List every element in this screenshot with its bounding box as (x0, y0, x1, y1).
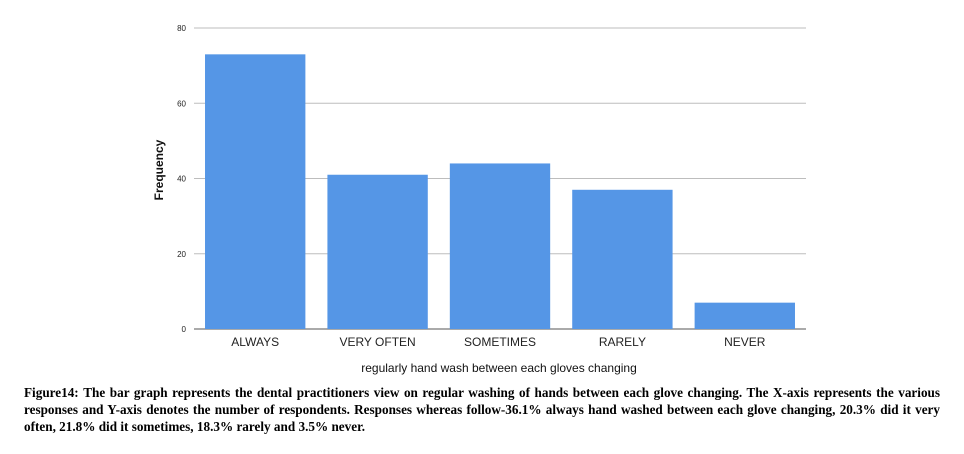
y-tick-label: 40 (177, 175, 186, 184)
x-tick-label: NEVER (724, 335, 766, 349)
figure-caption: Figure14: The bar graph represents the d… (24, 384, 940, 435)
bar-chart: 0 20 40 60 80 ALWAYS VERY OFTEN SOMETIMES RAREL… (152, 24, 806, 375)
y-tick-label: 60 (177, 99, 186, 108)
bar-very-often (327, 174, 428, 329)
bar-never (694, 302, 795, 329)
caption-text: The bar graph represents the dental prac… (24, 385, 941, 434)
bar-always (205, 54, 306, 330)
y-tick-label: 20 (177, 250, 186, 259)
y-tick-labels: 0 20 40 60 80 (177, 24, 186, 334)
x-tick-labels: ALWAYS VERY OFTEN SOMETIMES RARELY NEVER (231, 335, 766, 349)
bars (205, 54, 795, 330)
y-tick-label: 80 (177, 24, 186, 33)
bar-rarely (572, 189, 673, 329)
x-tick-label: VERY OFTEN (339, 335, 415, 349)
caption-title: Figure14: (24, 385, 79, 400)
x-tick-label: RARELY (599, 335, 646, 349)
x-axis-title: regularly hand wash between each gloves … (361, 361, 637, 375)
bar-sometimes (449, 163, 551, 329)
x-tick-label: SOMETIMES (464, 335, 536, 349)
y-tick-label: 0 (182, 325, 187, 334)
x-tick-label: ALWAYS (231, 335, 279, 349)
y-axis-title: Frequency (152, 139, 166, 200)
